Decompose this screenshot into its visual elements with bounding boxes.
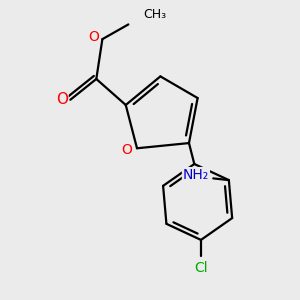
Text: O: O: [121, 143, 132, 157]
Text: NH₂: NH₂: [183, 168, 209, 182]
Text: O: O: [56, 92, 68, 107]
Text: Cl: Cl: [194, 261, 208, 274]
Text: CH₃: CH₃: [143, 8, 166, 21]
Text: O: O: [88, 30, 99, 44]
